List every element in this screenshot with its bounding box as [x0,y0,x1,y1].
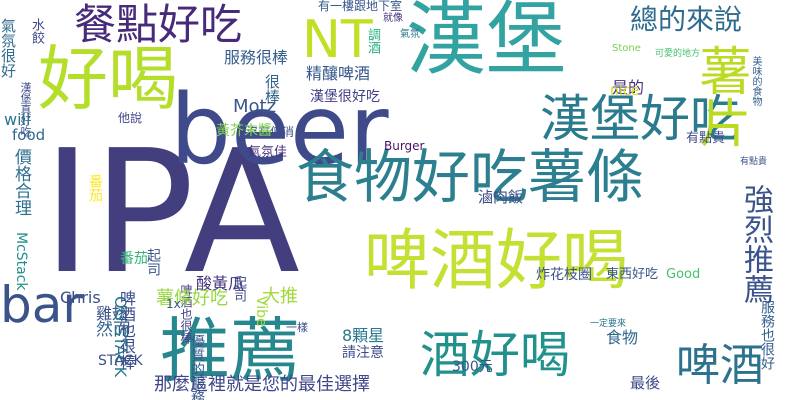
word-yiding-yaolai: 一定要來 [590,319,627,329]
word-motz: Motz [233,96,277,117]
word-ipa: IPA [42,114,301,312]
word-8-kexing: 8顆星 [342,326,385,345]
word-1x: 1x [166,297,181,311]
word-qifen-jia: 氣氛佳 [248,145,288,160]
word-datui: 大推 [262,286,298,307]
word-youzhi-fuwu: 優質的服務 [189,334,205,400]
word-qifen-henhao: 氣氛很好 [0,18,17,78]
word-pijiu-yehenbang: 啤酒也很棒 [117,290,136,370]
word-hanbao: 漢堡 [406,0,566,86]
word-keai-difang: 可愛的地方 [655,49,701,59]
word-pijiuhaohe: 啤酒好喝 [364,222,628,299]
word-will: will [4,110,31,129]
word-qing-zhuyi: 請注意 [342,345,384,361]
word-good: Good [666,267,701,282]
word-suan-huanggua: 酸黃瓜 [196,274,245,293]
word-qisi: 起司 [231,276,246,302]
word-tuijian: 推薦 [160,310,300,392]
word-yiyang: 一樣 [286,321,308,334]
word-qifen-small: 氣氛 [400,29,420,40]
word-jingniang-pijiu: 精釀啤酒 [306,64,371,83]
word-haohe: 好喝 [38,38,178,120]
word-lurou-fan: 滷肉飯 [478,188,524,206]
word-chris: Chris [60,288,101,307]
word-shupian: 薯片 [690,44,750,148]
word-zuihou: 最後 [630,374,661,392]
word-zongdelaishuo: 總的來說 [630,3,743,36]
word-raner: 然而 [96,320,130,340]
word-nice: nice [610,83,640,99]
word-dongxi-haochi: 東西好吃 [606,267,659,282]
word-shutiao-haochi: 薯條好吃 [156,288,228,309]
word-jiu-haohe: 酒好喝 [420,326,570,384]
word-shiwu-haochi-shutiao: 食物好吃薯條 [296,143,645,211]
word-qisi-small: 起司 [145,248,161,276]
word-bar: bar [0,276,83,334]
word-youyilou: 有一樓跟地下室 [318,0,403,13]
word-burger: Burger [384,139,425,153]
word-fanqie-top: 番茄 [120,251,148,267]
word-hanbao-haochi: 漢堡好吃 [540,90,740,148]
word-fuwu-yehenhao: 服務也很好 [759,300,775,370]
word-stack: STACK [98,353,143,369]
word-nt: NT [302,10,373,70]
word-henbang: 很棒 [263,74,281,104]
word-ta-shuo: 他說 [118,111,143,125]
word-shuijiao: 水餃 [29,18,44,44]
word-shiwu: 食物 [606,328,639,347]
word-tiaojiu: 調酒 [365,28,380,54]
word-shide: 是的 [612,78,645,97]
word-300-yuan: 300元 [452,359,493,375]
word-hanbao-zhenhaochi: 漢堡真好吃 [19,82,32,137]
word-qianglie-tuijian: 強烈推薦 [738,184,773,304]
word-mcstack: McStack [13,232,29,291]
word-fuwu-henbang: 服務很棒 [224,48,289,67]
word-jiuxiang: 就像 [383,13,403,24]
word-vibe: Vibe [253,296,269,327]
word-og-stack: OG STACK [111,296,130,378]
word-food: food [12,126,46,144]
word-name-zheli: 那麼這裡就是您的最佳選擇 [154,374,370,395]
word-meiwei-shiwu: 美味的食物 [750,56,761,106]
word-jiage-heli: 價格合理 [11,148,31,216]
word-you-diangui: 有點貴 [686,131,726,146]
word-jichi: 雞翅 [96,304,129,323]
word-beer: beer [170,74,389,186]
word-zha-huazhiquan: 炸花枝圈 [536,267,592,283]
word-meiyou-dixiao: 沒有低消 [246,125,295,139]
word-stone: Stone [612,43,641,54]
word-pijiu-yehenbang-small: 啤酒也很棒 [179,284,193,344]
word-huang-jiemo: 黃芥末醬 [216,123,272,139]
word-hanbao-henhaochi: 漢堡很好吃 [310,89,380,105]
word-canpian-haochi: 餐點好吃 [74,0,243,49]
word-you-dianguì-small: 有點貴 [740,157,768,167]
word-fanqie: 番茄 [87,174,103,202]
word-pijiu: 啤酒 [676,340,764,391]
